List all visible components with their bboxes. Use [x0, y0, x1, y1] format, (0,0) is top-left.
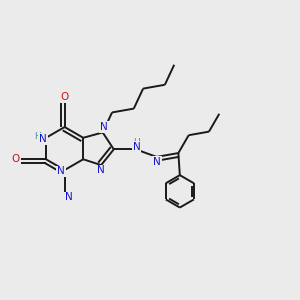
- Text: N: N: [97, 165, 105, 176]
- Text: N: N: [57, 167, 65, 176]
- Text: N: N: [100, 122, 108, 132]
- Text: H: H: [34, 132, 41, 141]
- Text: N: N: [39, 134, 47, 144]
- Text: N: N: [133, 142, 140, 152]
- Text: O: O: [61, 92, 69, 102]
- Text: N: N: [153, 157, 161, 167]
- Text: H: H: [133, 138, 140, 147]
- Text: N: N: [65, 192, 73, 203]
- Text: O: O: [11, 154, 20, 164]
